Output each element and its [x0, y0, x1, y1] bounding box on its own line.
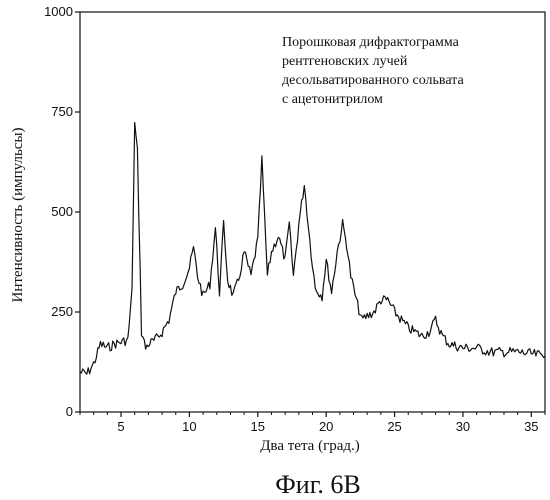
legend-line-2: рентгеновских лучей: [282, 54, 408, 69]
x-tick-label: 25: [387, 419, 401, 434]
y-axis-title: Интенсивность (импульсы): [10, 127, 26, 302]
diffraction-series-line: [79, 121, 546, 375]
y-tick-label: 500: [51, 204, 73, 219]
x-tick-label: 5: [117, 419, 124, 434]
x-tick-label: 15: [251, 419, 265, 434]
x-tick-label: 20: [319, 419, 333, 434]
x-axis-title: Два тета (град.): [260, 438, 360, 454]
legend-line-1: Порошковая дифрактограмма: [282, 35, 460, 50]
x-tick-label: 35: [524, 419, 538, 434]
y-tick-label: 250: [51, 304, 73, 319]
legend-line-3: десольватированного сольвата: [282, 73, 464, 88]
legend-box: Порошковая дифрактограмма рентгеновских …: [282, 35, 464, 107]
legend-line-4: с ацетонитрилом: [282, 92, 383, 107]
y-tick-label: 750: [51, 104, 73, 119]
x-axis-ticks: 5 10 15 20 25 30 35: [79, 412, 546, 434]
y-tick-label: 0: [66, 404, 73, 419]
y-axis-ticks: 0 250 500 750 1000: [44, 4, 80, 419]
plot-border: [79, 11, 546, 413]
x-tick-label: 30: [456, 419, 470, 434]
y-tick-label: 1000: [44, 4, 73, 19]
plot-frame: [79, 11, 546, 413]
x-tick-label: 10: [182, 419, 196, 434]
figure-caption: Фиг. 6В: [275, 470, 361, 499]
